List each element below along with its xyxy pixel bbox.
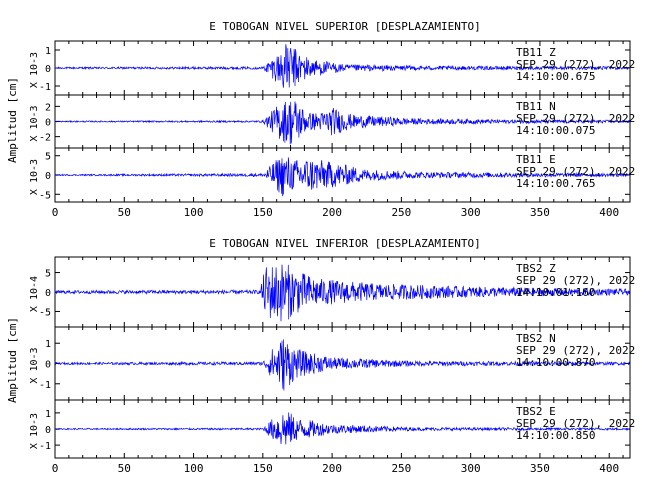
time-label: 14:10:00.870 [516,356,595,369]
station-label: TBS2 E [516,405,556,418]
y-scale-label: X 10-3 [29,159,40,195]
y-scale-label: X 10-3 [29,105,40,141]
waveform-trace [54,101,631,145]
x-tick-label: 50 [118,206,131,219]
y-tick-label: 0 [45,425,51,436]
waveform-trace [54,412,630,445]
y-tick-label: 5 [45,152,51,163]
x-tick-label: 200 [322,462,342,475]
y-axis-label-superior: Amplitud [cm] [6,77,19,163]
time-label: 14:10:00.765 [516,177,595,190]
y-tick-label: -1 [39,441,51,452]
y-tick-label: 1 [45,339,51,350]
x-tick-label: 300 [461,462,481,475]
time-label: 14:10:00.850 [516,429,595,442]
y-tick-label: 0 [45,118,51,129]
x-tick-label: 300 [461,206,481,219]
x-tick-label: 150 [253,206,273,219]
x-tick-label: 400 [599,462,619,475]
time-label: 14:10:00.075 [516,124,595,137]
y-tick-label: 0 [45,360,51,371]
x-tick-label: 200 [322,206,342,219]
x-tick-label: 250 [391,462,411,475]
x-tick-label: 0 [52,462,59,475]
station-label: TB11 N [516,100,556,113]
x-tick-label: 50 [118,462,131,475]
date-label: SEP 29 (272), 2022 [516,165,635,178]
chart-title-superior: E TOBOGAN NIVEL SUPERIOR [DESPLAZAMIENTO… [209,20,481,33]
y-axis-label-inferior: Amplitud [cm] [6,317,19,403]
y-tick-label: 0 [45,171,51,182]
y-tick-label: 1 [45,46,51,57]
date-label: SEP 29 (272), 2022 [516,344,635,357]
station-label: TB11 E [516,153,556,166]
y-tick-label: 0 [45,288,51,299]
station-label: TBS2 Z [516,262,556,275]
waveform-trace [54,339,630,391]
y-scale-label: X 10-3 [29,347,40,383]
y-tick-label: 1 [45,409,51,420]
time-label: 14:10:01.160 [516,286,595,299]
x-tick-label: 350 [530,462,550,475]
y-tick-label: 0 [45,64,51,75]
y-scale-label: X 10-3 [29,52,40,88]
x-tick-label: 150 [253,462,273,475]
station-label: TBS2 N [516,332,556,345]
x-tick-label: 100 [184,462,204,475]
station-label: TB11 Z [516,46,556,59]
time-label: 14:10:00.675 [516,70,595,83]
y-scale-label: X 10-3 [29,413,40,449]
x-tick-label: 350 [530,206,550,219]
x-tick-label: 400 [599,206,619,219]
date-label: SEP 29 (272), 2022 [516,274,635,287]
chart-title-inferior: E TOBOGAN NIVEL INFERIOR [DESPLAZAMIENTO… [209,237,481,250]
y-tick-label: -1 [39,380,51,391]
x-tick-label: 0 [52,206,59,219]
y-scale-label: X 10-4 [29,276,40,312]
y-tick-label: -1 [39,82,51,93]
waveform-trace [54,264,631,322]
y-tick-label: 5 [45,269,51,280]
date-label: SEP 29 (272), 2022 [516,58,635,71]
y-tick-label: 2 [45,102,51,113]
date-label: SEP 29 (272), 2022 [516,417,635,430]
y-tick-label: -2 [39,133,51,144]
waveform-trace [54,44,630,88]
y-tick-label: -5 [39,307,51,318]
y-tick-label: -5 [39,190,51,201]
x-tick-label: 100 [184,206,204,219]
waveform-trace [54,157,631,197]
x-tick-label: 250 [391,206,411,219]
date-label: SEP 29 (272), 2022 [516,112,635,125]
